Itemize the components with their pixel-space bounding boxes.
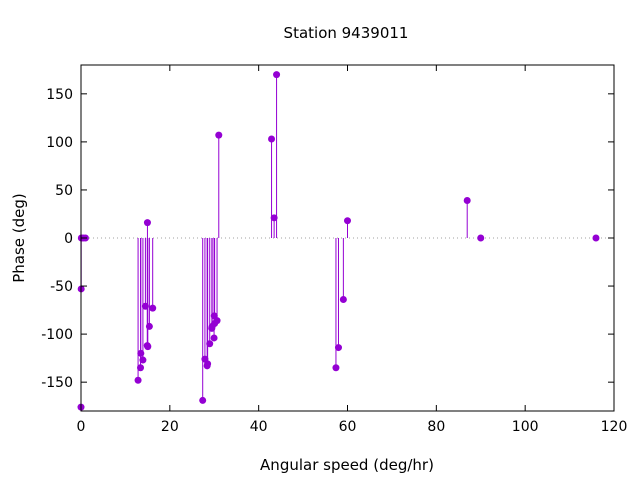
data-point-35 xyxy=(477,234,485,242)
y-axis-label: Phase (deg) xyxy=(10,193,28,283)
data-point-12 xyxy=(144,343,152,351)
x-tick-label-60: 60 xyxy=(339,419,357,435)
data-point-22 xyxy=(210,334,218,342)
x-tick-label-120: 120 xyxy=(601,419,628,435)
data-point-31 xyxy=(334,344,342,352)
data-point-6 xyxy=(137,364,145,372)
data-point-30 xyxy=(332,364,340,372)
x-tick-label-80: 80 xyxy=(427,419,445,435)
data-point-25 xyxy=(213,317,221,325)
x-axis-ticks: 0 20 40 60 80 100 120 xyxy=(77,65,628,435)
data-point-36 xyxy=(592,234,600,242)
x-axis-label: Angular speed (deg/hr) xyxy=(260,456,434,474)
x-tick-label-20: 20 xyxy=(161,419,179,435)
y-tick-label-0: 0 xyxy=(64,231,73,247)
data-point-26 xyxy=(215,131,223,139)
data-point-8 xyxy=(139,356,147,364)
impulse-series xyxy=(80,74,468,408)
chart-title: Station 9439011 xyxy=(284,24,409,42)
y-tick-label-100: 100 xyxy=(46,135,73,151)
data-point-7 xyxy=(137,349,145,357)
x-tick-label-40: 40 xyxy=(250,419,268,435)
y-axis-ticks: -150 -100 -50 0 50 100 150 xyxy=(41,87,614,391)
x-tick-label-0: 0 xyxy=(77,419,86,435)
data-point-19 xyxy=(206,340,214,348)
x-tick-label-100: 100 xyxy=(512,419,539,435)
data-point-14 xyxy=(149,304,157,312)
data-point-34 xyxy=(463,197,471,205)
y-tick-label--50: -50 xyxy=(50,279,73,295)
data-point-27 xyxy=(268,135,276,143)
y-tick-label--150: -150 xyxy=(41,375,73,391)
data-point-13 xyxy=(145,322,153,330)
data-point-9 xyxy=(141,302,149,310)
data-point-18 xyxy=(204,360,212,368)
data-point-28 xyxy=(270,214,278,222)
data-point-32 xyxy=(339,296,347,304)
data-point-5 xyxy=(134,376,142,384)
data-point-33 xyxy=(344,217,351,225)
data-point-11 xyxy=(143,219,151,227)
y-tick-label-50: 50 xyxy=(55,183,73,199)
y-tick-label--100: -100 xyxy=(41,327,73,343)
data-point-29 xyxy=(273,71,281,79)
y-tick-label-150: 150 xyxy=(46,87,73,103)
data-point-15 xyxy=(199,396,207,404)
